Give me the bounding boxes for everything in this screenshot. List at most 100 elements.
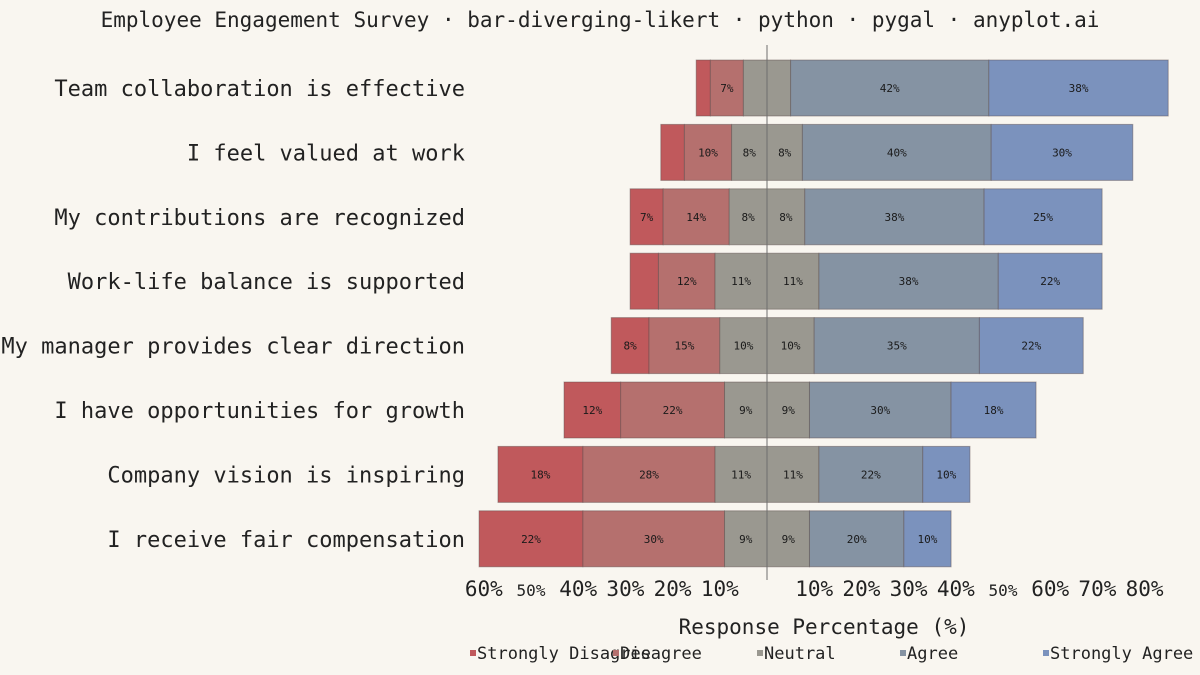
legend-label: Strongly Disagree bbox=[477, 644, 651, 664]
bar-neutral bbox=[766, 188, 806, 246]
x-tick-label: 60% bbox=[465, 577, 503, 601]
data-label: 8% bbox=[743, 146, 757, 159]
data-label: 22% bbox=[521, 533, 541, 546]
bar-strongly-disagree bbox=[610, 317, 650, 375]
x-tick-label: 50% bbox=[517, 581, 546, 600]
data-label: 14% bbox=[686, 211, 706, 224]
data-label: 11% bbox=[783, 468, 803, 481]
legend-item[interactable]: Disagree bbox=[613, 644, 702, 664]
data-label: 9% bbox=[782, 404, 796, 417]
x-tick-label: 10% bbox=[795, 577, 833, 601]
category-label: My contributions are recognized bbox=[54, 206, 465, 231]
legend-label: Disagree bbox=[620, 644, 702, 664]
bar-neutral bbox=[766, 381, 810, 439]
category-label: My manager provides clear direction bbox=[1, 335, 465, 360]
data-label: 9% bbox=[739, 404, 753, 417]
x-tick-label: 30% bbox=[890, 577, 928, 601]
category-label: Team collaboration is effective bbox=[54, 77, 465, 102]
data-label: 22% bbox=[861, 468, 881, 481]
bar-strongly-disagree bbox=[695, 59, 711, 117]
category-label: I feel valued at work bbox=[187, 141, 465, 166]
data-label: 8% bbox=[778, 146, 792, 159]
legend-swatch bbox=[757, 650, 763, 656]
bar-strongly-agree bbox=[903, 510, 952, 568]
bar-disagree bbox=[648, 317, 721, 375]
bar-neutral bbox=[766, 445, 820, 503]
data-label: 30% bbox=[644, 533, 664, 546]
bar-strongly-disagree bbox=[478, 510, 584, 568]
data-label: 10% bbox=[698, 146, 718, 159]
data-label: 28% bbox=[639, 468, 659, 481]
bar-agree bbox=[808, 381, 952, 439]
bar-agree bbox=[804, 188, 985, 246]
bar-neutral bbox=[724, 381, 768, 439]
bar-agree bbox=[818, 445, 924, 503]
bar-strongly-agree bbox=[983, 188, 1103, 246]
bar-neutral bbox=[766, 510, 810, 568]
bar-strongly-disagree bbox=[660, 123, 685, 181]
bar-disagree bbox=[620, 381, 726, 439]
bar-strongly-agree bbox=[978, 317, 1084, 375]
data-label: 22% bbox=[663, 404, 683, 417]
x-tick-label: 50% bbox=[989, 581, 1018, 600]
bar-strongly-agree bbox=[990, 123, 1134, 181]
bar-strongly-agree bbox=[922, 445, 971, 503]
bar-neutral bbox=[766, 59, 792, 117]
bar-neutral bbox=[731, 123, 768, 181]
data-label: 38% bbox=[1069, 82, 1089, 95]
legend-item[interactable]: Strongly Agree bbox=[1043, 644, 1193, 664]
bar-neutral bbox=[724, 510, 768, 568]
data-label: 10% bbox=[781, 340, 801, 353]
chart-title: Employee Engagement Survey · bar-divergi… bbox=[101, 8, 1100, 32]
data-label: 40% bbox=[887, 146, 907, 159]
data-label: 25% bbox=[1033, 211, 1053, 224]
x-tick-label: 20% bbox=[842, 577, 880, 601]
bar-neutral bbox=[714, 252, 768, 310]
x-tick-label: 70% bbox=[1078, 577, 1116, 601]
bar-neutral bbox=[719, 317, 768, 375]
bar-strongly-disagree bbox=[629, 188, 664, 246]
data-label: 22% bbox=[1021, 340, 1041, 353]
legend-item[interactable]: Neutral bbox=[757, 644, 836, 664]
data-label: 7% bbox=[720, 82, 734, 95]
bar-neutral bbox=[714, 445, 768, 503]
data-label: 20% bbox=[847, 533, 867, 546]
x-tick-label: 40% bbox=[937, 577, 975, 601]
data-label: 18% bbox=[984, 404, 1004, 417]
x-tick-label: 20% bbox=[654, 577, 692, 601]
data-label: 42% bbox=[880, 82, 900, 95]
data-label: 38% bbox=[899, 275, 919, 288]
bar-strongly-agree bbox=[997, 252, 1103, 310]
data-label: 18% bbox=[531, 468, 551, 481]
data-label: 38% bbox=[885, 211, 905, 224]
data-label: 8% bbox=[741, 211, 755, 224]
legend-label: Agree bbox=[907, 644, 958, 664]
data-label: 30% bbox=[870, 404, 890, 417]
bar-agree bbox=[808, 510, 905, 568]
legend-item[interactable]: Strongly Disagree bbox=[470, 644, 651, 664]
x-axis-label: Response Percentage (%) bbox=[679, 615, 970, 639]
legend-label: Strongly Agree bbox=[1050, 644, 1193, 664]
bar-strongly-disagree bbox=[629, 252, 659, 310]
data-label: 9% bbox=[739, 533, 753, 546]
data-label: 22% bbox=[1040, 275, 1060, 288]
category-label: I have opportunities for growth bbox=[54, 399, 465, 424]
data-label: 11% bbox=[783, 275, 803, 288]
legend-swatch bbox=[613, 650, 619, 656]
data-label: 10% bbox=[918, 533, 938, 546]
data-label: 8% bbox=[623, 340, 637, 353]
bar-agree bbox=[801, 123, 992, 181]
legend-swatch bbox=[1043, 650, 1049, 656]
bar-neutral bbox=[742, 59, 768, 117]
data-label: 10% bbox=[733, 340, 753, 353]
data-label: 8% bbox=[779, 211, 793, 224]
legend-item[interactable]: Agree bbox=[900, 644, 958, 664]
category-label: Work-life balance is supported bbox=[68, 270, 465, 295]
category-label: Company vision is inspiring bbox=[107, 463, 465, 488]
data-label: 30% bbox=[1052, 146, 1072, 159]
x-tick-label: 60% bbox=[1031, 577, 1069, 601]
bar-strongly-agree bbox=[950, 381, 1037, 439]
data-label: 11% bbox=[731, 468, 751, 481]
